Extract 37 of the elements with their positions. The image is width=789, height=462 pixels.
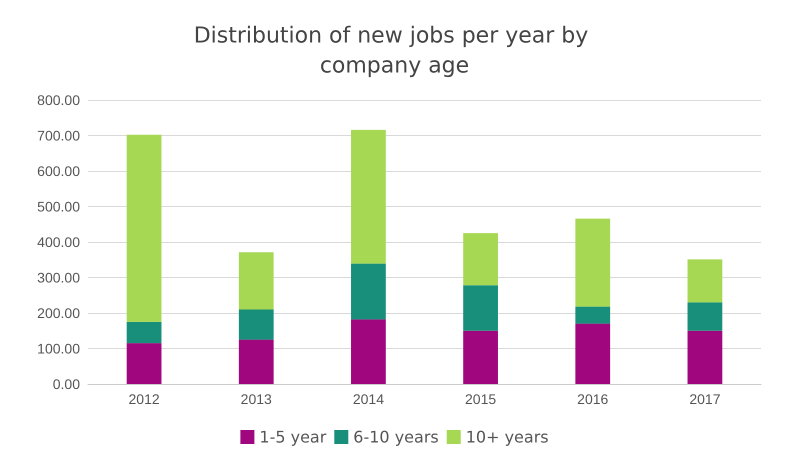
x-tick-label: 2013 — [240, 391, 272, 407]
x-tick-label: 2012 — [128, 391, 160, 407]
bar — [126, 134, 162, 322]
bar — [463, 330, 498, 384]
bar — [575, 324, 610, 384]
y-tick-label: 200.00 — [37, 305, 80, 321]
bar — [688, 330, 722, 384]
y-tick-label: 600.00 — [37, 163, 80, 179]
legend-label: 6-10 years — [353, 428, 439, 446]
bar — [238, 309, 274, 340]
bar — [463, 233, 498, 286]
y-tick-label: 700.00 — [37, 128, 80, 144]
x-tick-label: 2017 — [689, 391, 721, 407]
legend-label: 10+ years — [466, 428, 549, 446]
x-tick-label: 2015 — [465, 391, 496, 407]
y-tick-label: 100.00 — [37, 340, 80, 356]
bar — [126, 343, 162, 384]
y-tick-label: 500.00 — [37, 198, 80, 214]
x-tick-label: 2014 — [352, 391, 384, 407]
legend-label: 1-5 year — [259, 428, 327, 446]
bar — [688, 259, 722, 302]
bar — [238, 252, 274, 310]
bar — [238, 340, 274, 384]
bar — [351, 319, 386, 384]
chart-title: Distribution of new jobs per year by company age — [194, 24, 596, 78]
bar — [575, 218, 610, 307]
y-tick-label: 300.00 — [37, 270, 80, 286]
bar — [126, 322, 162, 344]
y-tick-label: 800.00 — [37, 92, 80, 108]
bar — [688, 302, 722, 331]
x-tick-label: 2016 — [577, 391, 609, 407]
y-tick-label: 400.00 — [37, 234, 80, 250]
bar — [351, 130, 386, 264]
bar — [575, 306, 610, 324]
bar — [351, 264, 386, 320]
bar — [463, 285, 498, 331]
y-tick-label: 0.00 — [52, 376, 80, 392]
